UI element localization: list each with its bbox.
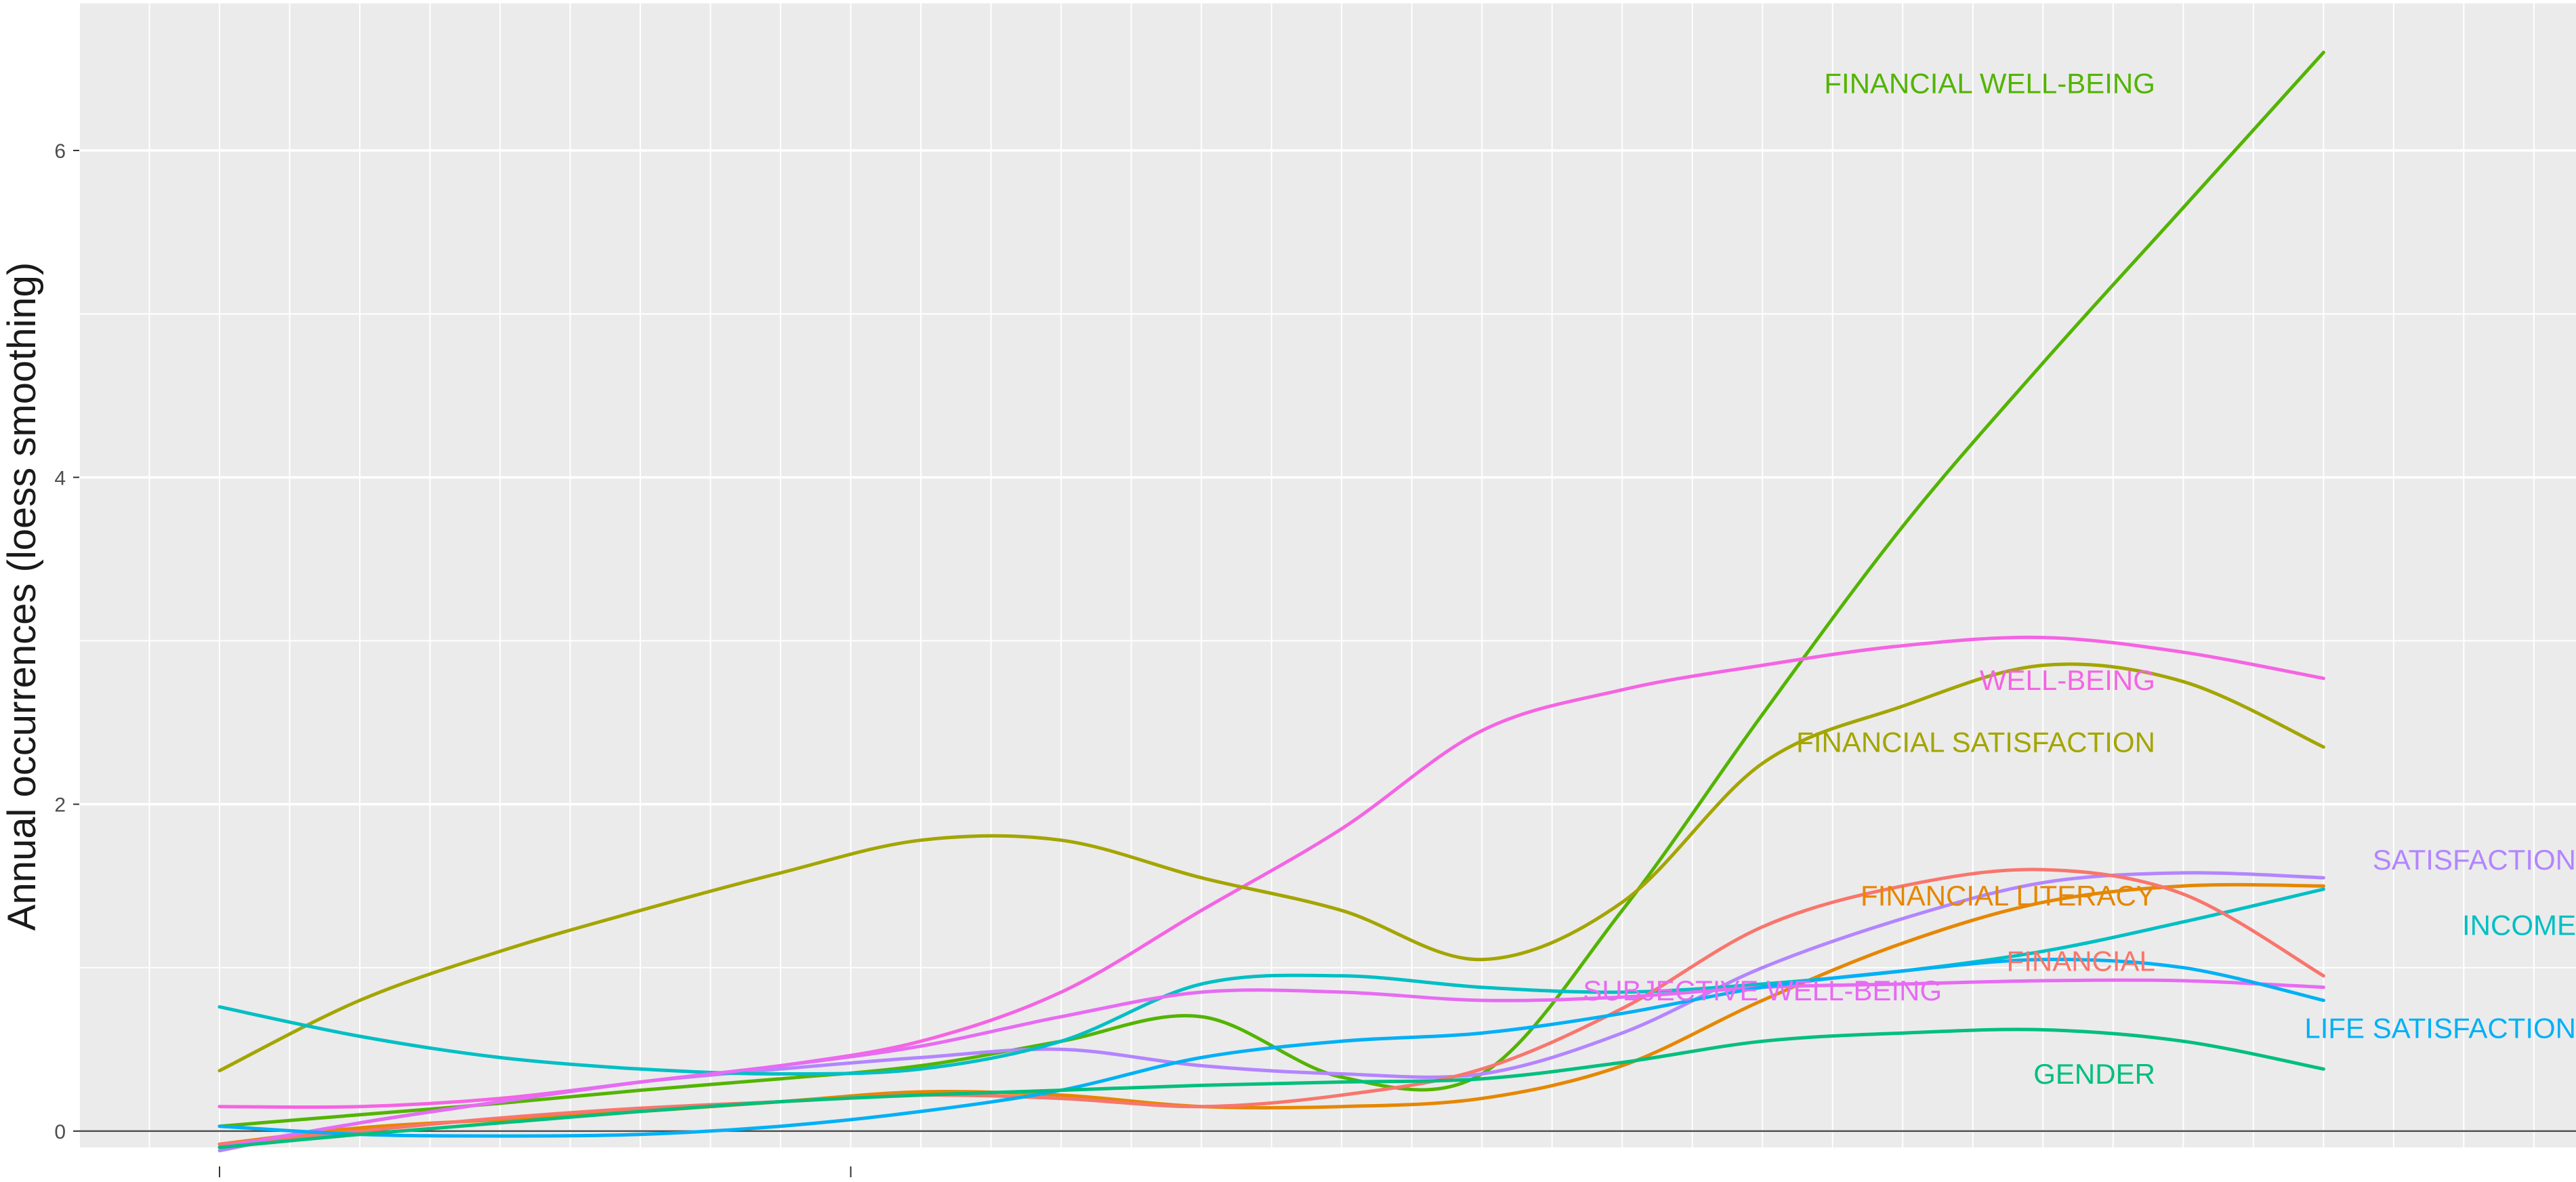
y-tick-label: 6 (54, 140, 66, 163)
series-label-financial-well-being: FINANCIAL WELL-BEING (1824, 68, 2155, 100)
series-line-life-satisfaction (217, 958, 2325, 1138)
series-label-financial-satisfaction: FINANCIAL SATISFACTION (1796, 726, 2155, 758)
series-label-well-being: WELL-BEING (1980, 664, 2155, 696)
series-label-life-satisfaction: LIFE SATISFACTION (2304, 1012, 2576, 1044)
y-tick-label: 2 (54, 794, 66, 817)
series-labels: FINANCIAL WELL-BEING WELL-BEING FINANCIAL … (1583, 68, 2576, 1090)
grid-minor (79, 3, 2576, 1147)
series-line-financial-well-being (217, 50, 2325, 1128)
y-axis: 0 2 4 6 (54, 140, 79, 1143)
series-label-financial: FINANCIAL (2007, 945, 2155, 977)
series-line-subjective-well-being (217, 978, 2325, 1149)
x-axis (219, 1166, 852, 1177)
series-label-subjective-well-being: SUBJECTIVE WELL-BEING (1583, 975, 1942, 1006)
series-line-gender (217, 1027, 2325, 1149)
series-label-income: INCOME (2462, 910, 2576, 941)
plot-panel (79, 3, 2576, 1147)
series-lines (217, 50, 2325, 1153)
y-tick-label: 4 (54, 467, 66, 489)
series-line-financial-satisfaction (217, 662, 2325, 1073)
y-tick-label: 0 (54, 1121, 66, 1143)
series-label-financial-literacy: FINANCIAL LITERACY (1861, 880, 2155, 912)
y-axis-title: Annual occurrences (loess smoothing) (0, 262, 44, 931)
series-label-gender: GENDER (2033, 1058, 2155, 1090)
series-line-financial (217, 868, 2325, 1146)
series-label-satisfaction: SATISFACTION (2373, 844, 2576, 876)
